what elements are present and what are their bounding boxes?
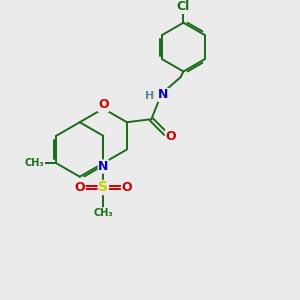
Text: N: N: [98, 160, 109, 173]
Text: O: O: [98, 98, 109, 111]
Text: O: O: [74, 181, 85, 194]
Text: Cl: Cl: [177, 0, 190, 14]
Text: N: N: [158, 88, 169, 101]
Text: H: H: [145, 91, 154, 101]
Text: O: O: [122, 181, 132, 194]
Text: CH₃: CH₃: [25, 158, 44, 168]
Text: O: O: [166, 130, 176, 143]
Text: S: S: [98, 181, 108, 194]
Text: CH₃: CH₃: [94, 208, 113, 218]
